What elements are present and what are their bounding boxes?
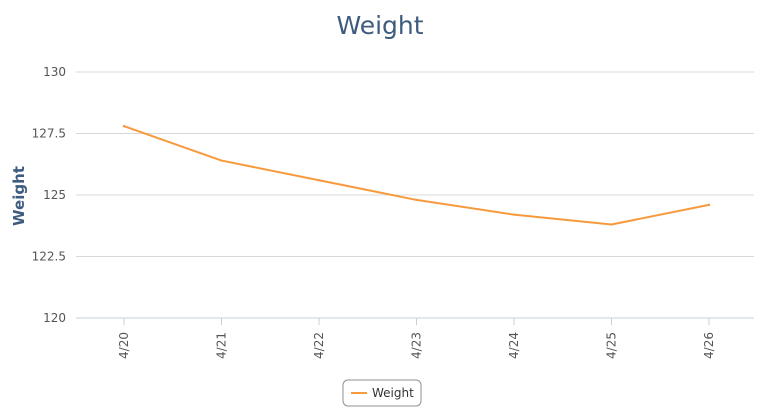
x-tick-label: 4/22 [312,332,326,359]
x-tick-label: 4/26 [702,332,716,359]
series-line-weight [123,125,710,226]
data-point [707,203,711,207]
legend-item-weight[interactable]: Weight [372,386,414,400]
y-tick-label: 122.5 [32,250,66,264]
y-tick-labels: 120 122.5 125 127.5 130 [32,65,66,325]
y-tick-label: 127.5 [32,127,66,141]
x-tick-label: 4/21 [215,332,229,359]
y-axis-label: Weight [10,166,28,226]
y-tick-label: 125 [43,188,66,202]
x-tick-label: 4/24 [507,332,521,359]
data-point [220,159,223,162]
data-point [512,213,516,216]
data-point [317,179,321,182]
data-point [122,124,126,128]
chart-title: Weight [336,11,423,40]
x-tick-label: 4/23 [410,332,424,359]
x-tick-label: 4/25 [605,332,619,359]
y-tick-label: 120 [43,311,66,325]
legend-box [342,379,422,407]
y-gridlines [76,71,754,319]
y-tick-label: 130 [43,65,66,79]
data-point [610,223,613,226]
x-axis: 4/20 4/21 4/22 4/23 4/24 4/25 4/26 [117,318,716,359]
series-layer [122,124,711,226]
legend[interactable]: Weight [342,379,422,407]
x-tick-label: 4/20 [117,332,131,359]
data-point [415,198,418,202]
